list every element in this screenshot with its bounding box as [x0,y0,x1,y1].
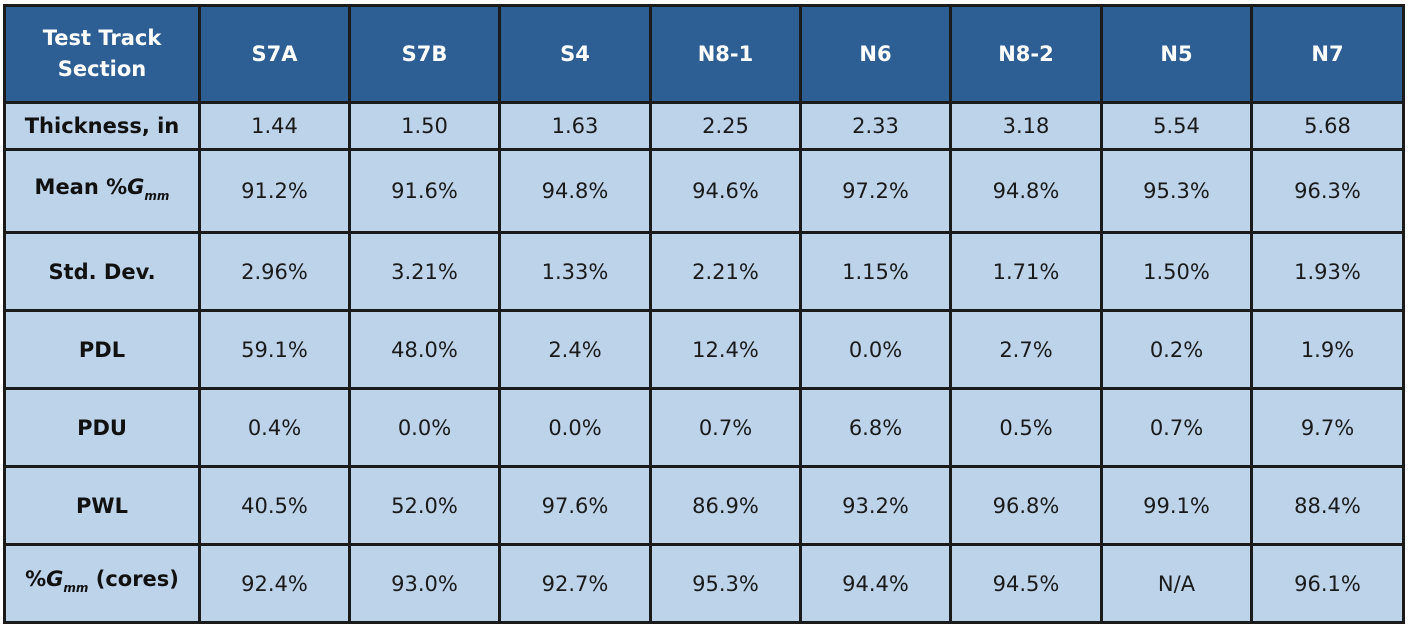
table-cell: 0.2% [1100,309,1253,390]
table-cell: 5.68 [1250,101,1405,151]
table-cell: 94.8% [949,148,1103,234]
row-label-symbol: G [46,567,64,591]
row-label-prefix: % [25,567,47,591]
table-cell: 12.4% [649,309,802,390]
table-cell: 2.33 [799,101,952,151]
column-header: S4 [498,4,652,104]
table-cell: 94.6% [649,148,802,234]
table-cell: 0.4% [198,387,351,468]
table-row-pdl: PDL 59.1% 48.0% 2.4% 12.4% 0.0% 2.7% 0.2… [3,309,1405,390]
table-cell: 92.7% [498,543,652,624]
table-cell: 96.1% [1250,543,1405,624]
table-row-pwl: PWL 40.5% 52.0% 97.6% 86.9% 93.2% 96.8% … [3,465,1405,546]
table-cell: 3.18 [949,101,1103,151]
table-cell: 93.2% [799,465,952,546]
table-cell: 1.44 [198,101,351,151]
table-cell: N/A [1100,543,1253,624]
table-cell: 1.33% [498,231,652,312]
column-header: N7 [1250,4,1405,104]
row-label: Thickness, in [3,101,201,151]
header-label: Test Track Section [42,26,162,81]
column-header: N5 [1100,4,1253,104]
row-label-symbol: G [127,174,145,199]
table-cell: 94.5% [949,543,1103,624]
row-label: PDU [3,387,201,468]
table-row-mean-gmm: Mean %Gmm 91.2% 91.6% 94.8% 94.6% 97.2% … [3,148,1405,234]
table-cell: 2.7% [949,309,1103,390]
table-cell: 0.7% [649,387,802,468]
table-cell: 0.0% [498,387,652,468]
table-cell: 2.96% [198,231,351,312]
table-cell: 1.63 [498,101,652,151]
table-cell: 92.4% [198,543,351,624]
table-cell: 1.71% [949,231,1103,312]
table-cell: 91.6% [348,148,501,234]
table-cell: 1.15% [799,231,952,312]
table-cell: 1.50% [1100,231,1253,312]
table-row-gmm-cores: %Gmm (cores) 92.4% 93.0% 92.7% 95.3% 94.… [3,543,1405,624]
table-cell: 97.2% [799,148,952,234]
data-table: Test Track Section S7A S7B S4 N8-1 N6 N8… [3,4,1405,624]
table-cell: 1.9% [1250,309,1405,390]
table-cell: 96.8% [949,465,1103,546]
table-cell: 95.3% [1100,148,1253,234]
row-label-prefix: Mean % [34,174,128,199]
header-row: Test Track Section S7A S7B S4 N8-1 N6 N8… [3,4,1405,104]
table-cell: 1.93% [1250,231,1405,312]
table-cell: 0.5% [949,387,1103,468]
table-cell: 48.0% [348,309,501,390]
row-label-subscript: mm [63,581,89,595]
table-cell: 94.4% [799,543,952,624]
table-cell: 40.5% [198,465,351,546]
header-label-cell: Test Track Section [3,4,201,104]
table-cell: 93.0% [348,543,501,624]
table-cell: 94.8% [498,148,652,234]
table-row-thickness: Thickness, in 1.44 1.50 1.63 2.25 2.33 3… [3,101,1405,151]
table-cell: 5.54 [1100,101,1253,151]
table-cell: 0.0% [348,387,501,468]
table-cell: 2.4% [498,309,652,390]
table-cell: 97.6% [498,465,652,546]
table-cell: 0.7% [1100,387,1253,468]
table-cell: 96.3% [1250,148,1405,234]
table-cell: 91.2% [198,148,351,234]
row-label: PWL [3,465,201,546]
column-header: S7A [198,4,351,104]
table-cell: 6.8% [799,387,952,468]
row-label: %Gmm (cores) [3,543,201,624]
row-label: Mean %Gmm [3,148,201,234]
column-header: N8-1 [649,4,802,104]
column-header: S7B [348,4,501,104]
table-cell: 1.50 [348,101,501,151]
table-cell: 88.4% [1250,465,1405,546]
table-row-pdu: PDU 0.4% 0.0% 0.0% 0.7% 6.8% 0.5% 0.7% 9… [3,387,1405,468]
row-label-suffix: (cores) [88,567,179,591]
table-cell: 9.7% [1250,387,1405,468]
column-header: N6 [799,4,952,104]
table-cell: 2.25 [649,101,802,151]
row-label: PDL [3,309,201,390]
table-cell: 59.1% [198,309,351,390]
table-row-std-dev: Std. Dev. 2.96% 3.21% 1.33% 2.21% 1.15% … [3,231,1405,312]
row-label: Std. Dev. [3,231,201,312]
table-cell: 86.9% [649,465,802,546]
column-header: N8-2 [949,4,1103,104]
table-cell: 3.21% [348,231,501,312]
table-cell: 0.0% [799,309,952,390]
table-cell: 52.0% [348,465,501,546]
table-cell: 2.21% [649,231,802,312]
table-cell: 95.3% [649,543,802,624]
table-cell: 99.1% [1100,465,1253,546]
row-label-subscript: mm [144,188,170,203]
